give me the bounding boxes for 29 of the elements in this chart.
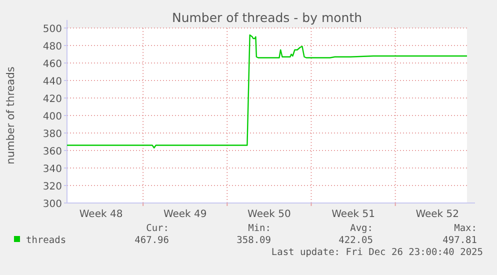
y-tick-label: 320 xyxy=(42,182,62,192)
y-tick-label: 340 xyxy=(42,164,62,175)
x-tick-label: Week 52 xyxy=(416,209,460,220)
y-axis-title: number of threads xyxy=(5,66,17,164)
y-tick-label: 380 xyxy=(42,129,62,140)
text: Cur: xyxy=(146,223,169,234)
text: 358.09 xyxy=(236,235,272,246)
y-tick-label: 400 xyxy=(42,112,62,122)
x-tick-label: Week 50 xyxy=(248,209,291,220)
y-tick-label: 500 xyxy=(42,24,62,35)
y-tick-label: 420 xyxy=(42,94,62,105)
text: 422.05 xyxy=(338,235,373,246)
text: Max: xyxy=(454,223,477,234)
line-series xyxy=(66,34,468,148)
y-tick-label: 440 xyxy=(42,76,62,88)
y-tick-label: 360 xyxy=(42,146,62,158)
y-tick-label: 460 xyxy=(42,59,62,70)
text: Avg: xyxy=(350,223,373,234)
legend-label: threads xyxy=(26,235,66,246)
text: Last update: Fri Dec 26 23:00:40 2025 xyxy=(271,247,483,258)
y-tick-label: 300 xyxy=(42,199,62,210)
text: Min: xyxy=(248,223,271,234)
x-tick-label: Week 49 xyxy=(163,209,207,220)
x-tick-label: Week 48 xyxy=(79,209,123,220)
x-tick-label: Week 51 xyxy=(332,209,375,220)
y-tick-label: 480 xyxy=(42,42,62,52)
text: 497.81 xyxy=(442,235,478,246)
chart-title: Number of threads - by month xyxy=(172,10,362,25)
text: 467.96 xyxy=(134,235,170,246)
